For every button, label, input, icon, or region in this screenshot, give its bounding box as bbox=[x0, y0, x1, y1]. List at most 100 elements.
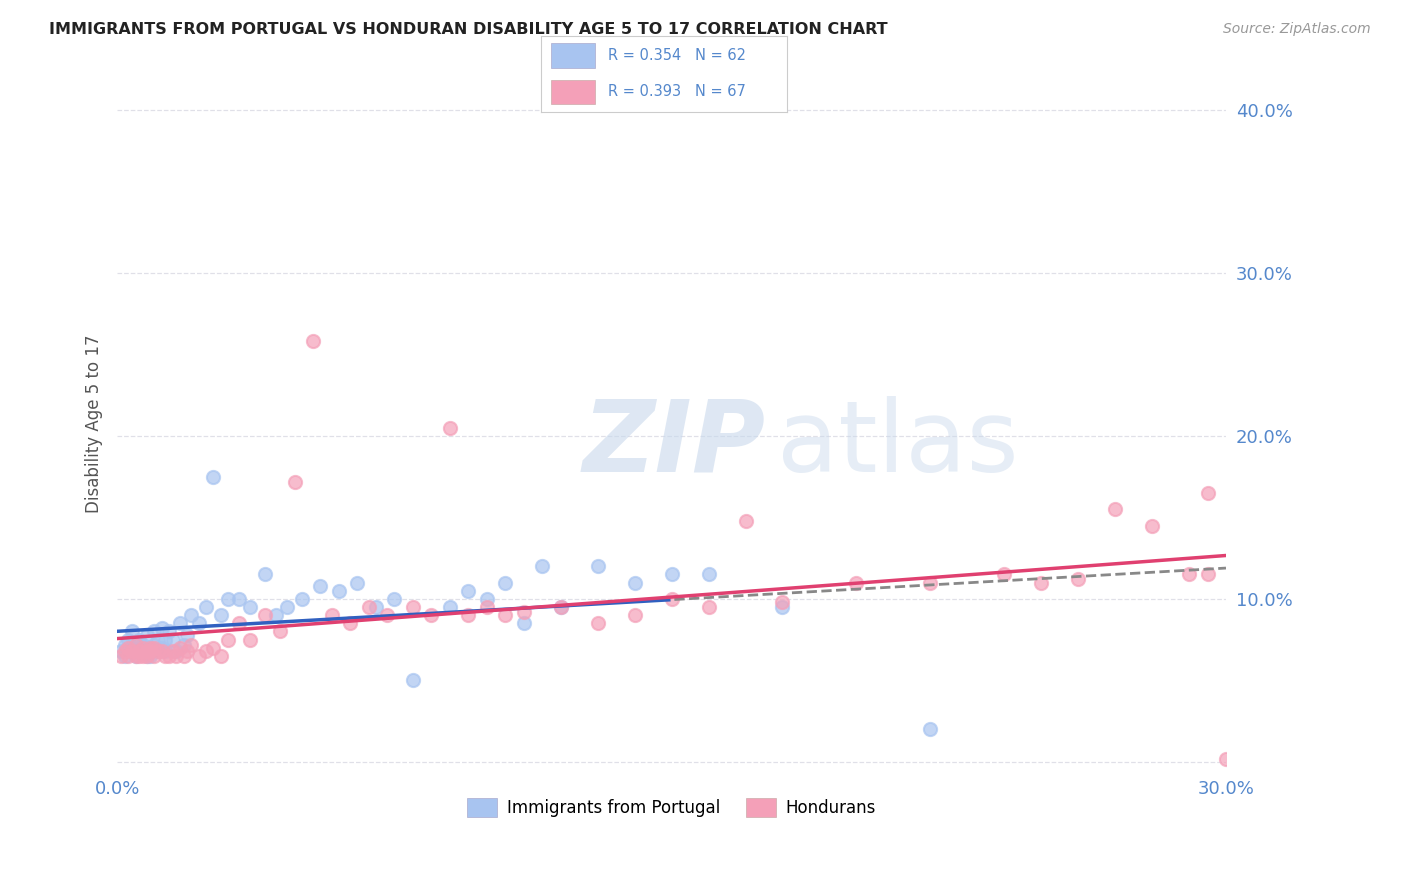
Point bbox=[150, 621, 173, 635]
Point bbox=[124, 638, 146, 652]
Point bbox=[1067, 572, 1090, 586]
Point bbox=[128, 632, 150, 647]
Point bbox=[364, 600, 387, 615]
Point bbox=[772, 600, 794, 615]
Point bbox=[1197, 567, 1219, 582]
Legend: Immigrants from Portugal, Hondurans: Immigrants from Portugal, Hondurans bbox=[461, 791, 883, 824]
Point bbox=[143, 640, 166, 655]
Point bbox=[661, 567, 683, 582]
Point bbox=[155, 632, 177, 647]
Point bbox=[173, 648, 195, 663]
Point bbox=[291, 591, 314, 606]
Point bbox=[194, 644, 217, 658]
Point bbox=[623, 575, 645, 590]
Point bbox=[117, 648, 139, 663]
Text: R = 0.354   N = 62: R = 0.354 N = 62 bbox=[607, 48, 745, 63]
Point bbox=[155, 648, 177, 663]
Point bbox=[180, 608, 202, 623]
Y-axis label: Disability Age 5 to 17: Disability Age 5 to 17 bbox=[86, 334, 103, 513]
Point bbox=[176, 644, 198, 658]
Point bbox=[139, 644, 162, 658]
Point bbox=[139, 640, 162, 655]
Point bbox=[150, 640, 173, 655]
Point bbox=[135, 644, 157, 658]
Point bbox=[165, 648, 187, 663]
Text: ZIP: ZIP bbox=[583, 396, 766, 493]
Point bbox=[135, 628, 157, 642]
Point bbox=[550, 600, 572, 615]
Point bbox=[162, 644, 184, 658]
Point bbox=[264, 608, 287, 623]
Point bbox=[143, 648, 166, 663]
Point bbox=[114, 648, 136, 663]
Point bbox=[734, 514, 756, 528]
Point bbox=[475, 600, 498, 615]
Point bbox=[253, 567, 276, 582]
Point bbox=[328, 583, 350, 598]
Point bbox=[155, 644, 177, 658]
Point bbox=[135, 648, 157, 663]
Point bbox=[187, 616, 209, 631]
Point bbox=[202, 469, 225, 483]
Point bbox=[121, 644, 143, 658]
Text: R = 0.393   N = 67: R = 0.393 N = 67 bbox=[607, 84, 745, 99]
Point bbox=[117, 640, 139, 655]
Point bbox=[239, 600, 262, 615]
Point bbox=[124, 648, 146, 663]
Point bbox=[114, 638, 136, 652]
Point bbox=[139, 648, 162, 663]
Text: IMMIGRANTS FROM PORTUGAL VS HONDURAN DISABILITY AGE 5 TO 17 CORRELATION CHART: IMMIGRANTS FROM PORTUGAL VS HONDURAN DIS… bbox=[49, 22, 887, 37]
Text: Source: ZipAtlas.com: Source: ZipAtlas.com bbox=[1223, 22, 1371, 37]
Point bbox=[187, 648, 209, 663]
Bar bbox=[551, 79, 596, 104]
Point bbox=[284, 475, 307, 489]
Point bbox=[132, 644, 155, 658]
Point bbox=[165, 644, 187, 658]
Point bbox=[276, 600, 298, 615]
Point bbox=[128, 644, 150, 658]
Point bbox=[124, 638, 146, 652]
Point bbox=[228, 591, 250, 606]
Point bbox=[194, 600, 217, 615]
Point bbox=[845, 575, 868, 590]
Point bbox=[513, 605, 536, 619]
Point bbox=[132, 638, 155, 652]
Point bbox=[1031, 575, 1053, 590]
Point bbox=[339, 616, 361, 631]
Point bbox=[209, 608, 232, 623]
Point bbox=[920, 723, 942, 737]
Point bbox=[1104, 502, 1126, 516]
Point bbox=[384, 591, 406, 606]
Point bbox=[661, 591, 683, 606]
Point bbox=[117, 632, 139, 647]
Point bbox=[110, 644, 132, 658]
Point bbox=[150, 644, 173, 658]
Point bbox=[302, 334, 325, 349]
Point bbox=[217, 591, 239, 606]
Point bbox=[146, 644, 169, 658]
Point bbox=[439, 600, 461, 615]
Point bbox=[402, 673, 425, 688]
Point bbox=[420, 608, 443, 623]
Point bbox=[146, 632, 169, 647]
Point bbox=[494, 575, 516, 590]
Point bbox=[1140, 518, 1163, 533]
Point bbox=[157, 648, 180, 663]
Point bbox=[143, 624, 166, 639]
Point bbox=[202, 640, 225, 655]
Point bbox=[1197, 486, 1219, 500]
Point bbox=[121, 624, 143, 639]
Point bbox=[457, 583, 479, 598]
Point bbox=[439, 421, 461, 435]
Point bbox=[513, 616, 536, 631]
Point bbox=[217, 632, 239, 647]
Point bbox=[375, 608, 398, 623]
Point bbox=[309, 579, 332, 593]
Point bbox=[586, 559, 609, 574]
Point bbox=[1178, 567, 1201, 582]
Point bbox=[586, 616, 609, 631]
Point bbox=[132, 640, 155, 655]
Point bbox=[169, 640, 191, 655]
Point bbox=[180, 638, 202, 652]
Point bbox=[623, 608, 645, 623]
